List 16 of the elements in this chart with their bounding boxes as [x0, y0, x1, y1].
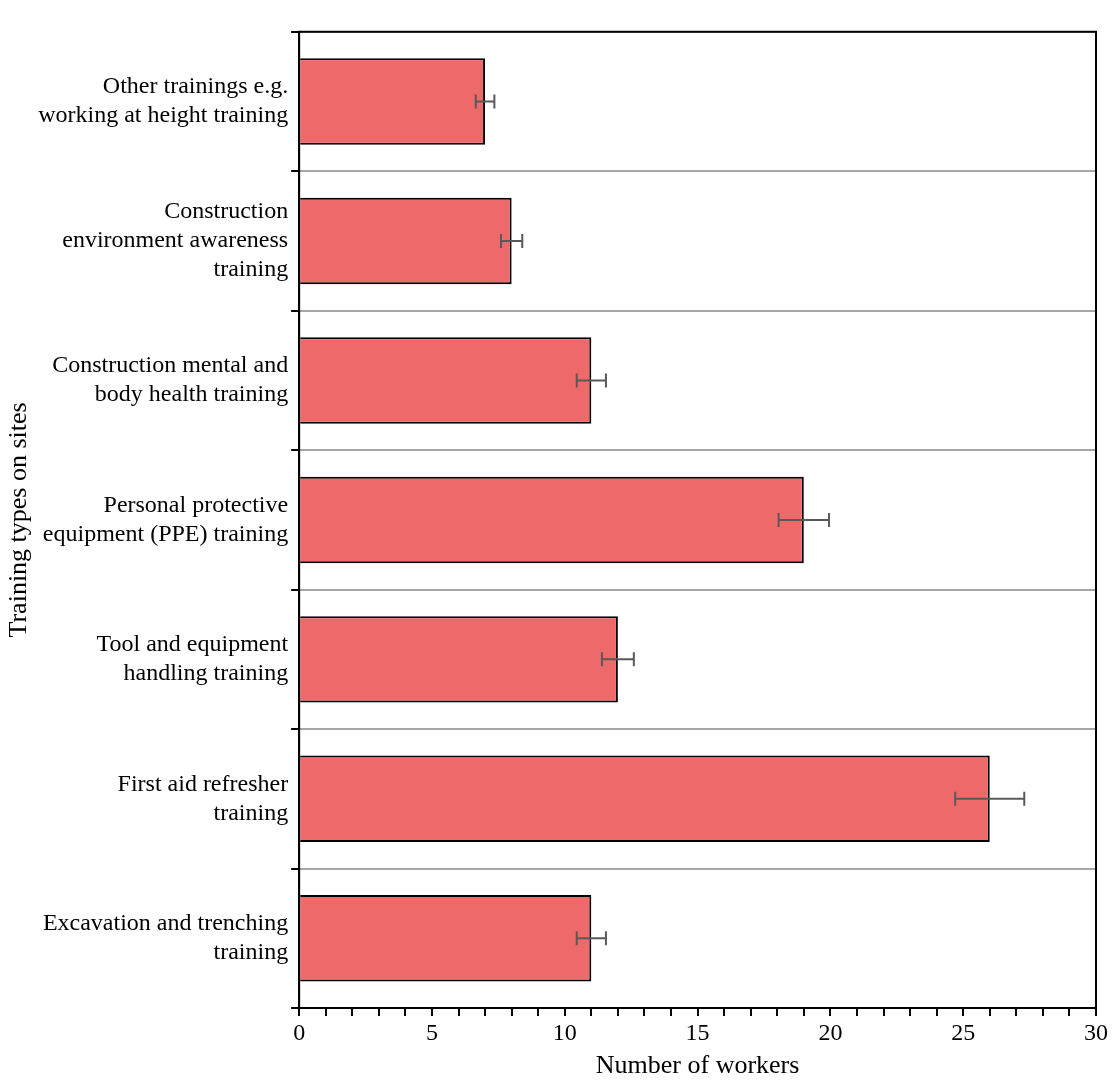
y-tick-label: Other trainings e.g. working at height training — [38, 72, 289, 128]
x-tick-label: 0 — [293, 1018, 306, 1045]
y-tick-label: Tool and equipment handling training — [96, 630, 289, 686]
y-tick-label: Construction environment awareness training — [62, 197, 289, 282]
y-tick-label: Excavation and trenching training — [42, 909, 289, 964]
x-axis-title: Number of workers — [595, 1050, 800, 1080]
y-tick-label: First aid refresher training — [117, 769, 289, 825]
x-tick-label: 5 — [425, 1018, 438, 1045]
y-tick-label: Construction mental and body health training — [52, 351, 289, 407]
x-tick-label: 15 — [685, 1018, 710, 1045]
x-tick-label: 25 — [951, 1018, 976, 1045]
x-tick-label: 20 — [818, 1018, 843, 1045]
y-axis-title: Training types on sites — [3, 402, 33, 638]
x-tick-label: 30 — [1084, 1018, 1108, 1045]
y-tick-label: Personal protective equipment (PPE) training — [42, 490, 289, 546]
x-tick-label: 10 — [552, 1018, 577, 1045]
